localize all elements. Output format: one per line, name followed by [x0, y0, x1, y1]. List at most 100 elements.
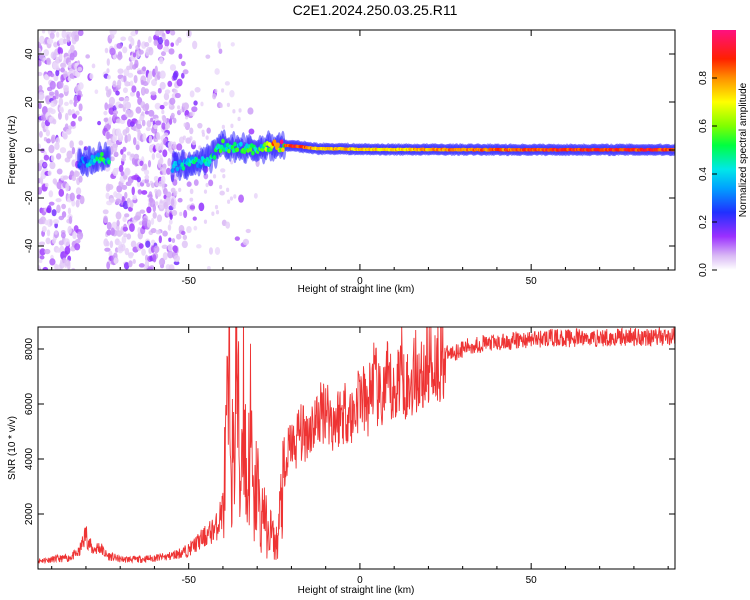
spectrogram-speckle	[230, 42, 235, 47]
spectrogram-speckle	[136, 90, 140, 99]
spectrogram-speckle	[128, 180, 132, 186]
spectrogram-speckle	[217, 41, 221, 49]
spectrogram-speckle	[146, 182, 151, 188]
spectrogram-speckle	[227, 199, 231, 204]
spectrogram-speckle	[136, 176, 142, 183]
spectrogram-xtick-label: 0	[357, 276, 363, 287]
spectrogram-speckle	[54, 230, 58, 235]
spectrogram-speckle	[69, 140, 74, 149]
spectrogram-speckle	[130, 37, 135, 47]
spectrogram-speckle	[50, 73, 55, 78]
spectrogram-speckle	[64, 112, 69, 121]
spectrogram-speckle	[166, 122, 171, 129]
spectrogram-speckle	[126, 133, 132, 142]
spectrogram-speckle	[116, 193, 123, 199]
spectrogram-speckle	[121, 235, 127, 244]
spectrogram-speckle	[163, 92, 170, 101]
spectrogram-speckle	[174, 190, 178, 196]
spectrogram-speckle	[205, 54, 211, 59]
spectrogram-speckle	[38, 143, 41, 150]
spectrogram-speckle	[49, 32, 55, 40]
spectrogram-speckle	[167, 250, 174, 259]
spectrogram-speckle	[85, 54, 90, 59]
spectrogram-speckle	[176, 233, 182, 240]
spectrogram-ridge-core	[276, 142, 280, 148]
spectrogram-speckle	[192, 40, 198, 50]
spectrogram-speckle	[129, 200, 134, 208]
spectrogram-speckle	[201, 132, 206, 137]
spectrogram-speckle	[222, 173, 226, 179]
spectrogram-speckle	[116, 219, 120, 227]
spectrogram-ytick-label: 40	[24, 48, 35, 60]
spectrogram-speckle	[176, 78, 183, 87]
spectrogram-speckle	[106, 74, 111, 80]
spectrogram-speckle	[142, 132, 147, 142]
spectrogram-speckle	[172, 117, 177, 124]
spectrogram-speckle	[159, 104, 165, 110]
spectrogram-speckle	[108, 116, 112, 126]
snr-panel: -50 0 50 2000 4000 6000 8000 Height of straigh…	[7, 326, 676, 596]
spectrogram-speckle	[39, 255, 45, 260]
spectrogram-speckle	[103, 117, 109, 123]
spectrogram-ridge-core	[239, 141, 243, 147]
spectrogram-speckle	[52, 219, 60, 224]
spectrogram-speckle	[189, 136, 193, 141]
spectrogram-speckle	[205, 135, 209, 140]
spectrogram-speckle	[154, 30, 161, 37]
spectrogram-speckle	[161, 180, 165, 189]
spectrogram-speckle	[150, 227, 157, 234]
spectrogram-speckle	[67, 207, 72, 215]
spectrogram-speckle	[117, 79, 122, 88]
spectrogram-speckle	[145, 240, 151, 248]
spectrogram-speckle	[172, 204, 176, 210]
spectrogram-speckle	[51, 30, 56, 34]
spectrogram-speckle	[122, 226, 129, 232]
spectrogram-speckle	[127, 72, 134, 78]
spectrogram-speckle	[158, 259, 163, 266]
snr-xtick-label: -50	[181, 575, 196, 586]
spectrogram-speckle	[63, 70, 68, 79]
spectrogram-speckle	[43, 49, 50, 57]
spectrogram-speckle	[150, 117, 154, 123]
spectrogram-speckle	[38, 186, 42, 195]
spectrogram-speckle	[152, 211, 157, 219]
spectrogram-speckle	[189, 197, 194, 202]
spectrogram-speckle	[121, 184, 128, 190]
spectrogram-speckle	[39, 216, 47, 225]
snr-ytick-label: 8000	[24, 337, 35, 360]
spectrogram-speckle	[120, 157, 126, 162]
spectrogram-speckle	[159, 142, 164, 151]
spectrogram-speckle	[164, 89, 171, 94]
spectrogram-speckle	[48, 144, 55, 154]
spectrogram-speckle	[104, 102, 109, 111]
spectrogram-speckle	[63, 84, 69, 93]
spectrogram-speckle	[176, 143, 183, 151]
spectrogram-speckle	[64, 101, 69, 106]
spectrogram-speckle	[191, 106, 198, 113]
spectrogram-ridge-core	[281, 147, 285, 153]
spectrogram-speckle	[229, 196, 234, 201]
spectrogram-speckle	[112, 143, 118, 153]
spectrogram-speckle	[138, 49, 144, 55]
spectrogram-speckle	[212, 174, 217, 179]
spectrogram-ridge-core	[177, 159, 182, 165]
spectrogram-speckle	[182, 135, 186, 140]
spectrogram-speckle	[211, 211, 215, 216]
spectrogram-speckle	[146, 206, 152, 214]
spectrogram-ylabel: Frequency (Hz)	[7, 116, 18, 185]
spectrogram-speckle	[230, 123, 234, 129]
spectrogram-speckle	[75, 239, 81, 244]
snr-xtick-label: 0	[357, 575, 363, 586]
spectrogram-speckle	[74, 243, 81, 251]
spectrogram-speckle	[70, 120, 76, 127]
spectrogram-speckle	[49, 80, 56, 90]
spectrogram-speckle	[245, 228, 251, 234]
spectrogram-speckle	[177, 197, 183, 203]
spectrogram-speckle	[71, 175, 77, 182]
spectrogram-speckle	[113, 151, 119, 156]
spectrogram-ridge-core	[235, 147, 240, 153]
spectrogram-speckle	[71, 267, 76, 270]
spectrogram-speckle	[151, 153, 156, 160]
spectrogram-speckle	[116, 185, 123, 193]
spectrogram-speckle	[155, 143, 162, 151]
